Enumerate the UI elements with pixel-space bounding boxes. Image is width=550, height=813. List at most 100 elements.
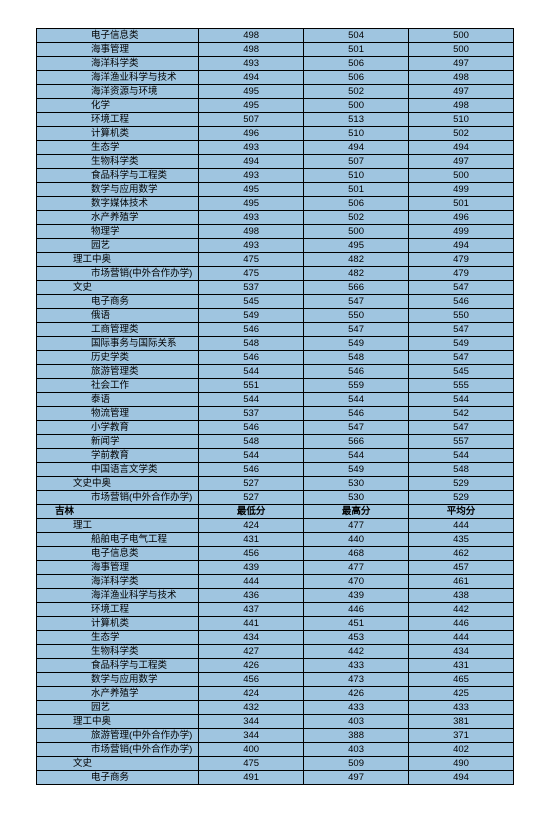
row-label: 生态学 (37, 631, 199, 645)
row-value: 425 (409, 687, 514, 701)
row-value: 437 (199, 603, 304, 617)
row-value: 499 (409, 225, 514, 239)
row-value: 426 (304, 687, 409, 701)
row-value: 424 (199, 519, 304, 533)
row-value: 493 (199, 57, 304, 71)
table-row: 旅游管理类544546545 (37, 365, 514, 379)
row-value: 529 (409, 491, 514, 505)
row-value: 495 (199, 99, 304, 113)
table-row: 物流管理537546542 (37, 407, 514, 421)
row-value: 500 (409, 169, 514, 183)
table-row: 生态学434453444 (37, 631, 514, 645)
row-value: 550 (304, 309, 409, 323)
row-value: 497 (409, 57, 514, 71)
row-value: 493 (199, 169, 304, 183)
row-label: 中国语言文学类 (37, 463, 199, 477)
row-label: 海洋科学类 (37, 57, 199, 71)
row-label: 海洋科学类 (37, 575, 199, 589)
row-label: 计算机类 (37, 127, 199, 141)
row-value: 436 (199, 589, 304, 603)
table-row: 市场营销(中外合作办学)475482479 (37, 267, 514, 281)
row-value: 548 (409, 463, 514, 477)
table-row: 市场营销(中外合作办学)400403402 (37, 743, 514, 757)
row-label: 食品科学与工程类 (37, 169, 199, 183)
row-value: 510 (304, 169, 409, 183)
row-value: 451 (304, 617, 409, 631)
row-label: 历史学类 (37, 351, 199, 365)
table-row: 电子信息类498504500 (37, 29, 514, 43)
row-value: 494 (199, 71, 304, 85)
row-value: 462 (409, 547, 514, 561)
row-label: 文史中奥 (37, 477, 199, 491)
table-row: 海事管理498501500 (37, 43, 514, 57)
row-value: 435 (409, 533, 514, 547)
row-value: 433 (304, 701, 409, 715)
table-row: 环境工程437446442 (37, 603, 514, 617)
row-value: 530 (304, 477, 409, 491)
row-value: 544 (199, 393, 304, 407)
row-value: 547 (409, 421, 514, 435)
table-row: 化学495500498 (37, 99, 514, 113)
row-value: 498 (199, 43, 304, 57)
row-value: 434 (409, 645, 514, 659)
row-value: 549 (199, 309, 304, 323)
row-value: 506 (304, 71, 409, 85)
row-value: 475 (199, 757, 304, 771)
row-value: 510 (304, 127, 409, 141)
table-row: 俄语549550550 (37, 309, 514, 323)
row-label: 海洋资源与环境 (37, 85, 199, 99)
row-label: 泰语 (37, 393, 199, 407)
row-value: 544 (409, 449, 514, 463)
table-row: 园艺432433433 (37, 701, 514, 715)
row-value: 551 (199, 379, 304, 393)
row-label: 小学教育 (37, 421, 199, 435)
row-value: 388 (304, 729, 409, 743)
row-label: 电子商务 (37, 295, 199, 309)
table-row: 中国语言文学类546549548 (37, 463, 514, 477)
row-value: 500 (304, 99, 409, 113)
table-row: 泰语544544544 (37, 393, 514, 407)
row-value: 566 (304, 281, 409, 295)
row-value: 494 (199, 155, 304, 169)
table-row: 船舶电子电气工程431440435 (37, 533, 514, 547)
table-row: 数字媒体技术495506501 (37, 197, 514, 211)
row-value: 546 (199, 323, 304, 337)
row-label: 计算机类 (37, 617, 199, 631)
row-value: 510 (409, 113, 514, 127)
row-value: 最低分 (199, 505, 304, 519)
row-value: 548 (199, 337, 304, 351)
row-label: 电子信息类 (37, 29, 199, 43)
row-label: 市场营销(中外合作办学) (37, 267, 199, 281)
table-row: 水产养殖学493502496 (37, 211, 514, 225)
row-value: 431 (199, 533, 304, 547)
table-row: 生物科学类427442434 (37, 645, 514, 659)
row-value: 547 (304, 323, 409, 337)
row-value: 501 (304, 43, 409, 57)
row-value: 490 (409, 757, 514, 771)
row-value: 456 (199, 673, 304, 687)
table-row: 海洋科学类444470461 (37, 575, 514, 589)
row-value: 477 (304, 561, 409, 575)
row-value: 497 (409, 155, 514, 169)
row-label: 物理学 (37, 225, 199, 239)
table-row: 计算机类496510502 (37, 127, 514, 141)
table-row: 环境工程507513510 (37, 113, 514, 127)
row-value: 546 (304, 365, 409, 379)
row-value: 446 (304, 603, 409, 617)
row-label: 生态学 (37, 141, 199, 155)
table-row: 数学与应用数学495501499 (37, 183, 514, 197)
table-row: 小学教育546547547 (37, 421, 514, 435)
row-value: 444 (199, 575, 304, 589)
row-value: 548 (199, 435, 304, 449)
row-value: 444 (409, 519, 514, 533)
row-label: 数学与应用数学 (37, 183, 199, 197)
row-label: 食品科学与工程类 (37, 659, 199, 673)
row-label: 社会工作 (37, 379, 199, 393)
row-value: 546 (409, 295, 514, 309)
row-value: 479 (409, 253, 514, 267)
table-row: 吉林最低分最高分平均分 (37, 505, 514, 519)
table-row: 新闻学548566557 (37, 435, 514, 449)
table-row: 文史537566547 (37, 281, 514, 295)
table-row: 海事管理439477457 (37, 561, 514, 575)
row-value: 502 (409, 127, 514, 141)
